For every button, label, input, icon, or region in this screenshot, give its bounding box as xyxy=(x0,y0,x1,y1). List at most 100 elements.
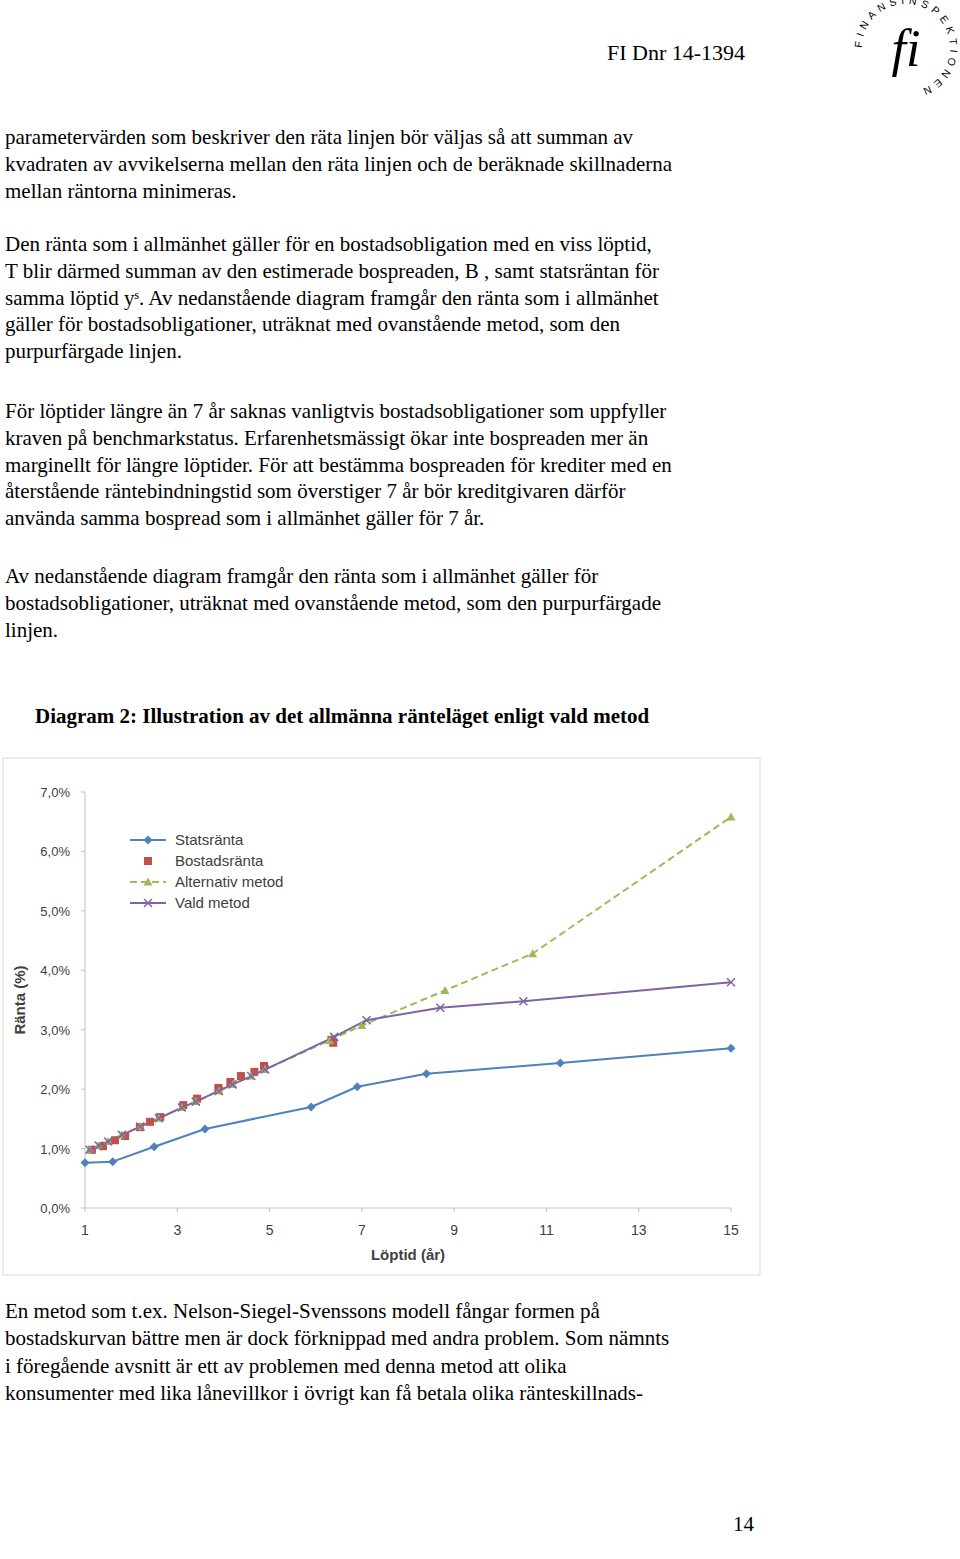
y-tick-label: 3,0% xyxy=(40,1023,70,1038)
y-tick xyxy=(81,910,85,911)
legend-marker xyxy=(144,836,153,845)
text-line: Den ränta som i allmänhet gäller för en … xyxy=(5,232,652,256)
x-tick-label: 13 xyxy=(631,1222,647,1238)
x-axis-title: Löptid (år) xyxy=(371,1246,445,1263)
text-line: linjen. xyxy=(5,618,58,642)
marker-x xyxy=(261,1066,269,1074)
header-ref: FI Dnr 14-1394 xyxy=(607,40,745,65)
marker-x xyxy=(95,1142,103,1150)
y-axis-line xyxy=(85,792,86,1208)
y-tick-label: 2,0% xyxy=(40,1082,70,1097)
marker-triangle xyxy=(85,1145,94,1153)
y-tick-label: 5,0% xyxy=(40,904,70,919)
marker-triangle xyxy=(260,1065,269,1073)
text-line: Av nedanstående diagram framgår den ränt… xyxy=(5,564,598,588)
marker-x xyxy=(86,1146,94,1154)
marker-diamond xyxy=(150,1142,159,1151)
marker-x xyxy=(330,1033,338,1041)
x-tick-label: 7 xyxy=(358,1222,366,1238)
text-line: i föregående avsnitt är ett av problemen… xyxy=(5,1354,567,1378)
y-tick xyxy=(81,970,85,971)
logo-text-path: FINANSINSPEKTIONEN xyxy=(852,0,960,100)
marker-x xyxy=(436,1004,444,1012)
legend-marker xyxy=(144,899,152,907)
marker-x xyxy=(247,1072,255,1080)
marker-triangle xyxy=(440,986,449,994)
marker-triangle xyxy=(727,812,736,820)
x-axis-line xyxy=(85,1208,731,1209)
text-line: återstående räntebindningstid som överst… xyxy=(5,479,625,503)
text-line: marginellt för längre löptider. För att … xyxy=(5,453,672,477)
marker-triangle xyxy=(528,949,537,957)
x-tick-label: 15 xyxy=(723,1222,739,1238)
text-line: kraven på benchmarkstatus. Erfarenhetsmä… xyxy=(5,426,649,450)
series-line xyxy=(90,817,731,1150)
x-tick-label: 5 xyxy=(266,1222,274,1238)
chart-frame xyxy=(3,758,760,1275)
legend-label: Statsränta xyxy=(175,831,244,848)
marker-square xyxy=(111,1136,119,1144)
text-line: För löptider längre än 7 år saknas vanli… xyxy=(5,399,666,423)
y-tick-label: 4,0% xyxy=(40,963,70,978)
y-tick xyxy=(81,851,85,852)
text-line: parametervärden som beskriver den räta l… xyxy=(5,125,634,149)
marker-triangle xyxy=(154,1114,163,1122)
legend-marker xyxy=(144,878,153,886)
marker-triangle xyxy=(104,1137,113,1145)
text-line: T blir därmed summan av den estimerade b… xyxy=(5,259,659,283)
marker-x xyxy=(215,1087,223,1095)
marker-triangle xyxy=(136,1122,145,1130)
text-line: mellan räntorna minimeras. xyxy=(5,179,237,203)
marker-diamond xyxy=(81,1158,90,1167)
text-line: purpurfärgade linjen. xyxy=(5,339,182,363)
x-tick xyxy=(454,1208,455,1212)
marker-square xyxy=(146,1118,154,1126)
marker-diamond xyxy=(422,1069,431,1078)
y-tick-label: 6,0% xyxy=(40,844,70,859)
text-line: En metod som t.ex. Nelson-Siegel-Svensso… xyxy=(5,1299,601,1323)
marker-diamond xyxy=(200,1124,209,1133)
page: FI Dnr 14-1394 FINANSINSPEKTIONENfi parame… xyxy=(0,0,960,1559)
text-line: bostadskurvan bättre men är dock förknip… xyxy=(5,1326,669,1350)
marker-diamond xyxy=(727,1044,736,1053)
x-tick xyxy=(85,1208,86,1212)
x-tick xyxy=(269,1208,270,1212)
marker-x xyxy=(727,978,735,986)
marker-x xyxy=(519,997,527,1005)
y-tick-label: 7,0% xyxy=(40,785,70,800)
marker-x xyxy=(362,1016,370,1024)
marker-diamond xyxy=(353,1082,362,1091)
marker-x xyxy=(118,1131,126,1139)
x-tick xyxy=(546,1208,547,1212)
legend-marker xyxy=(144,857,152,865)
legend-label: Vald metod xyxy=(175,894,250,911)
x-tick xyxy=(177,1208,178,1212)
y-axis-title: Ränta (%) xyxy=(11,965,28,1034)
marker-x xyxy=(136,1123,144,1131)
marker-triangle xyxy=(214,1086,223,1094)
marker-diamond xyxy=(556,1058,565,1067)
x-tick-label: 9 xyxy=(450,1222,458,1238)
marker-triangle xyxy=(228,1080,237,1088)
x-tick xyxy=(361,1208,362,1212)
marker-triangle xyxy=(325,1036,334,1044)
x-tick-label: 1 xyxy=(81,1222,89,1238)
marker-triangle xyxy=(117,1130,126,1138)
marker-x xyxy=(229,1080,237,1088)
marker-x xyxy=(104,1137,112,1145)
text-line: använda samma bospread som i allmänhet g… xyxy=(5,506,484,530)
marker-triangle xyxy=(94,1141,103,1149)
chart-title: Diagram 2: Illustration av det allmänna … xyxy=(35,704,650,728)
y-tick xyxy=(81,1148,85,1149)
marker-triangle xyxy=(247,1072,256,1080)
text-line: gäller för bostadsobligationer, uträknat… xyxy=(5,312,620,336)
logo-mark: fi xyxy=(892,20,921,77)
y-tick-label: 0,0% xyxy=(40,1201,70,1216)
y-tick-label: 1,0% xyxy=(40,1142,70,1157)
marker-diamond xyxy=(307,1102,316,1111)
marker-triangle xyxy=(177,1103,186,1111)
y-tick xyxy=(81,1208,85,1209)
legend-label: Bostadsränta xyxy=(175,852,264,869)
y-tick xyxy=(81,792,85,793)
marker-x xyxy=(178,1104,186,1112)
